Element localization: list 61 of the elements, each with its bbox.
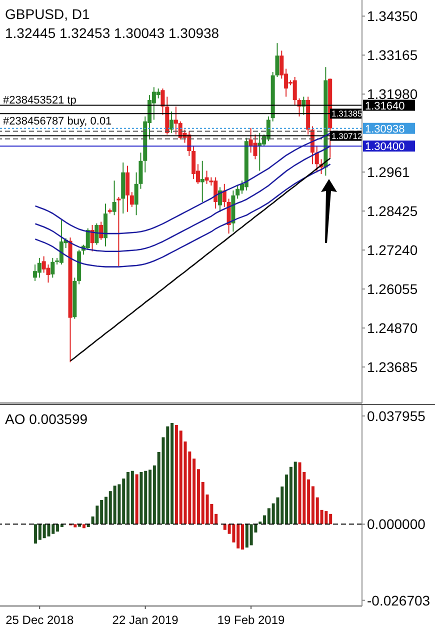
candlestick bbox=[218, 186, 222, 212]
candlestick bbox=[126, 165, 130, 212]
candlestick bbox=[160, 88, 165, 116]
x-tick-label: 19 Feb 2019 bbox=[217, 613, 286, 625]
candlestick bbox=[204, 170, 209, 184]
y-tick-label: 1.33165 bbox=[367, 47, 418, 64]
y-tick-label: 1.31980 bbox=[367, 86, 418, 102]
y-tick-label: 1.26055 bbox=[367, 280, 418, 297]
text: 1.31640 bbox=[365, 100, 405, 112]
y-tick-label: -0.026703 bbox=[367, 592, 430, 608]
chart-title: GBPUSD, D1 bbox=[5, 6, 90, 22]
text: 1.30400 bbox=[365, 141, 405, 154]
bar bbox=[140, 472, 143, 524]
y-tick-label: 0.000000 bbox=[367, 516, 426, 532]
y-tick-label: 1.34350 bbox=[367, 8, 418, 24]
annotation: 1.31385 bbox=[332, 108, 362, 119]
y-tick-label: 0.037955 bbox=[367, 408, 426, 424]
x-tick-label: 25 Dec 2018 bbox=[6, 613, 74, 625]
candlestick bbox=[116, 196, 121, 267]
candlestick bbox=[222, 183, 226, 208]
candlestick bbox=[266, 116, 270, 142]
candlestick bbox=[236, 185, 240, 200]
x-tick-label: 22 Jan 2019 bbox=[112, 613, 179, 625]
line-series bbox=[70, 158, 331, 362]
candlestick bbox=[50, 257, 55, 278]
y-tick-label: 1.27240 bbox=[367, 242, 418, 258]
candlestick bbox=[314, 146, 319, 173]
bar bbox=[82, 524, 86, 528]
bar bbox=[34, 524, 38, 544]
bar bbox=[74, 524, 77, 528]
bar bbox=[294, 462, 297, 524]
bar bbox=[47, 524, 50, 536]
text: AO 0.003599 bbox=[5, 411, 88, 427]
y-tick-label: 1.23685 bbox=[367, 358, 418, 375]
text: 1.32445 1.32453 1.30043 1.30938 bbox=[5, 25, 220, 41]
annotation: 1.30712 bbox=[332, 130, 362, 141]
candlestick bbox=[37, 257, 42, 278]
line-series bbox=[34, 164, 331, 268]
bar bbox=[250, 524, 253, 546]
ref-line-label: #238456787 buy, 0.01 bbox=[3, 116, 112, 128]
y-tick-label: 1.2961 bbox=[367, 164, 410, 180]
candlestick bbox=[86, 228, 90, 250]
candlestick bbox=[200, 160, 204, 202]
bar bbox=[324, 511, 328, 524]
bar bbox=[135, 474, 138, 524]
bar bbox=[130, 470, 134, 524]
candlestick bbox=[94, 222, 99, 246]
candlestick bbox=[112, 180, 116, 216]
candlestick bbox=[192, 146, 196, 180]
ref-line-label: #238453521 tp bbox=[3, 94, 76, 106]
y-tick-label: 1.28425 bbox=[367, 203, 418, 220]
bar bbox=[42, 524, 46, 538]
y-tick-label: 1.24870 bbox=[367, 320, 418, 336]
line-series bbox=[34, 145, 331, 252]
candlestick bbox=[33, 264, 38, 282]
text: 1.30938 bbox=[365, 123, 405, 136]
bar bbox=[113, 486, 116, 524]
candlestick bbox=[292, 76, 297, 106]
bar bbox=[298, 462, 302, 524]
candlestick bbox=[130, 192, 134, 208]
candlestick bbox=[170, 111, 174, 134]
